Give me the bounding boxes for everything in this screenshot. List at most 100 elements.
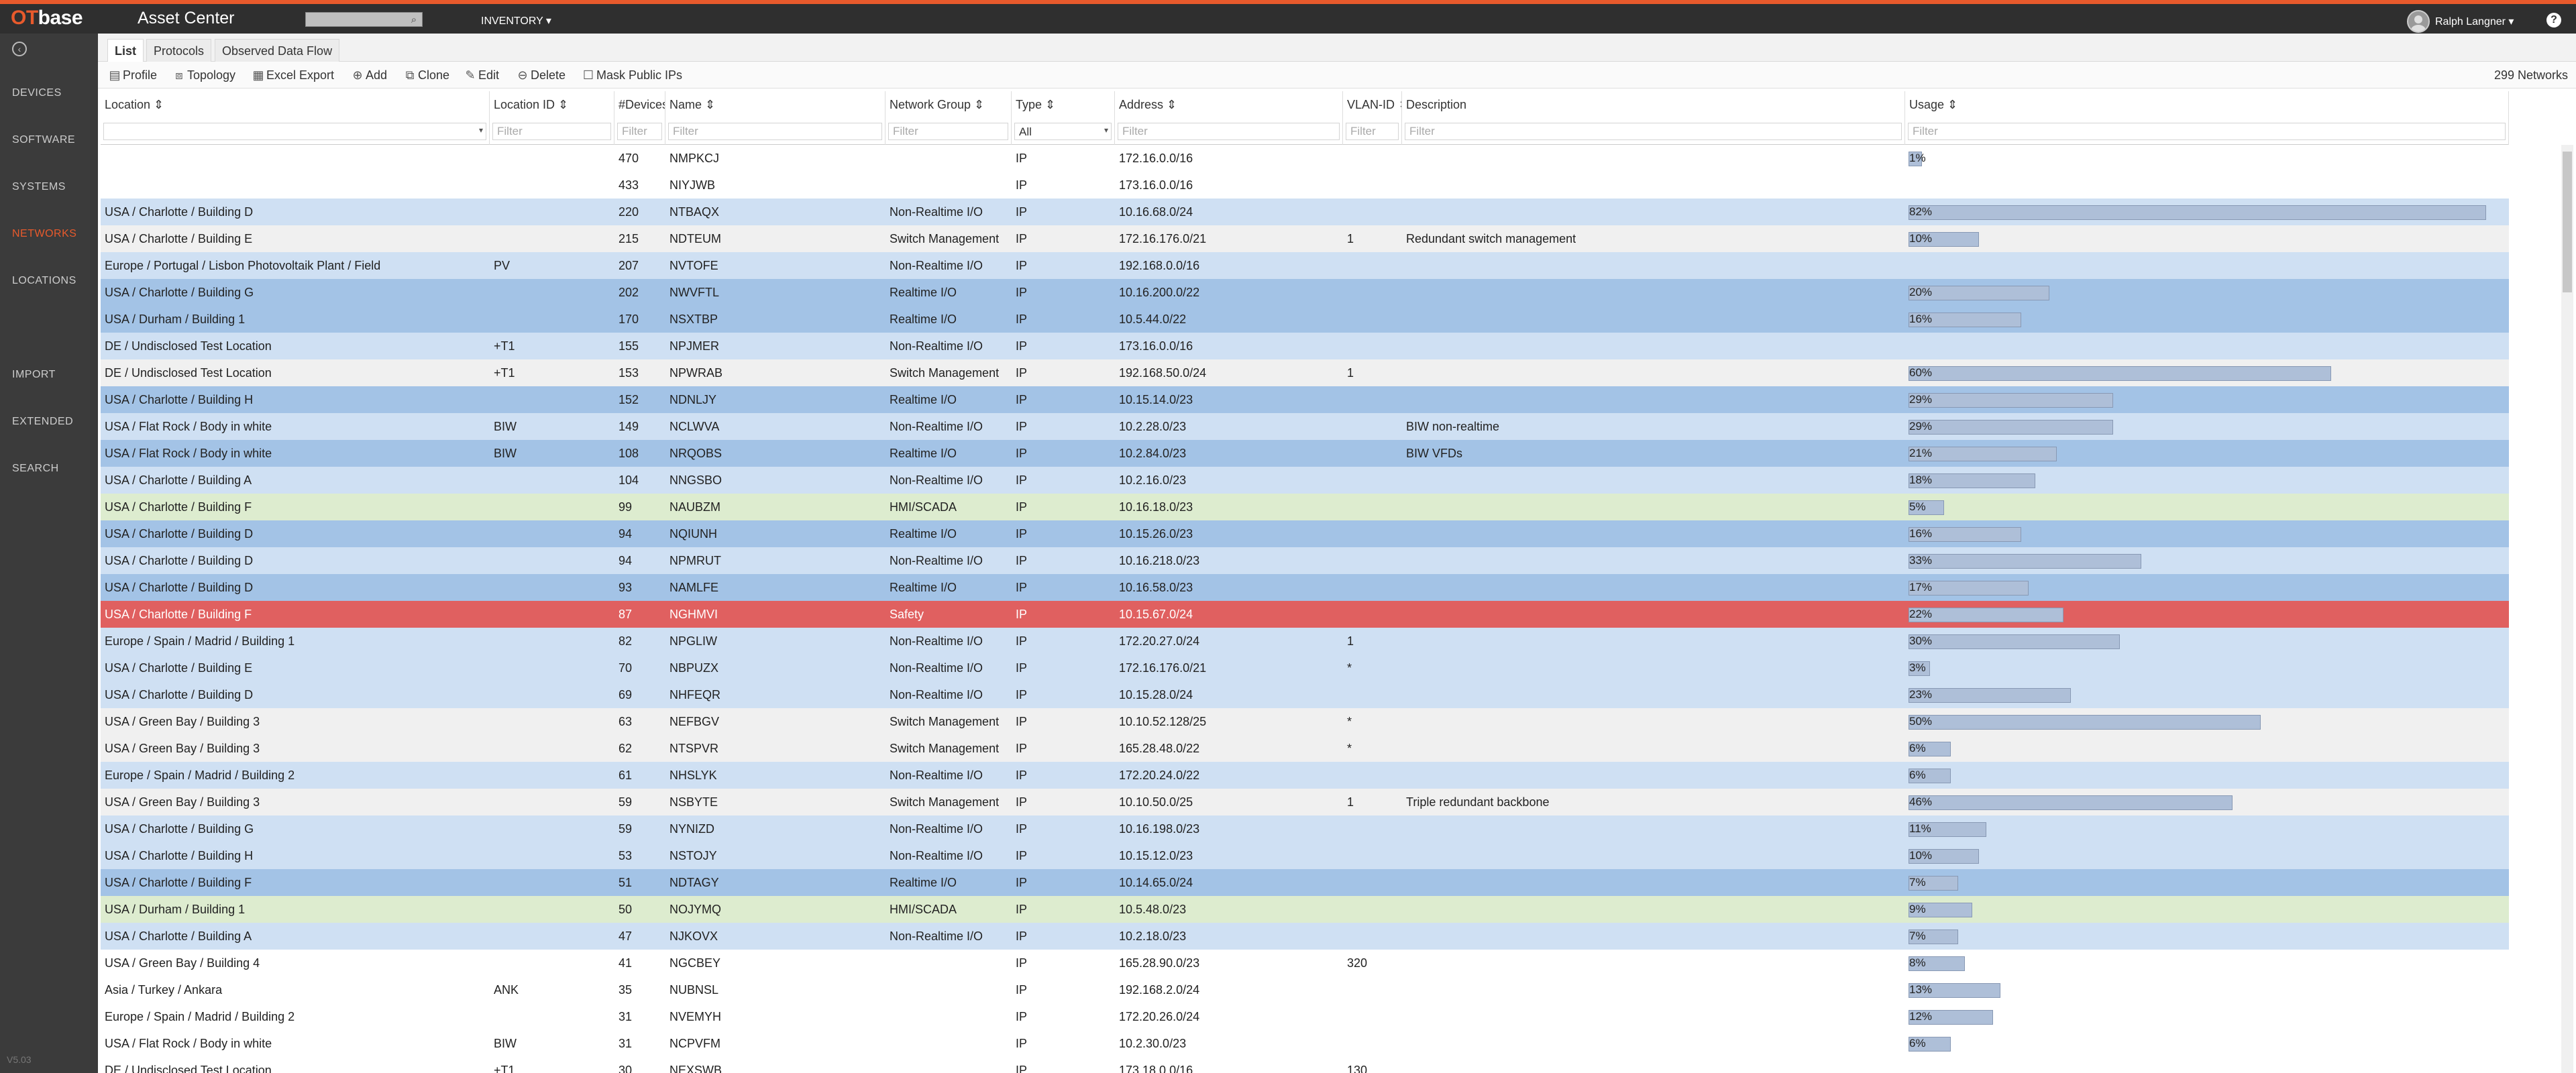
- table-row[interactable]: DE / Undisclosed Test Location +T1 30 NEXSW…: [101, 1057, 2509, 1073]
- column-header-name[interactable]: Name ⇕: [665, 91, 885, 118]
- table-row[interactable]: USA / Charlotte / Building G 59 NYNIZD Non-…: [101, 815, 2509, 842]
- otbase-logo[interactable]: OTbase: [11, 7, 83, 29]
- table-row[interactable]: Europe / Spain / Madrid / Building 2 31 NV…: [101, 1003, 2509, 1030]
- column-header-description[interactable]: Description: [1402, 91, 1905, 118]
- table-row[interactable]: USA / Charlotte / Building D 94 NPMRUT Non-…: [101, 547, 2509, 574]
- column-header-vlan-id[interactable]: VLAN-ID ⇕: [1343, 91, 1402, 118]
- type-filter-select[interactable]: All ▾: [1014, 123, 1112, 140]
- cell-name: NPGLIW: [669, 634, 718, 648]
- table-row[interactable]: 470 NMPKCJ IP 172.16.0.0/16 1%: [101, 145, 2509, 172]
- column-header-devices[interactable]: #Devices: [614, 91, 665, 118]
- edit-button[interactable]: ✎ Edit: [465, 68, 500, 82]
- cell-devices: 31: [619, 1010, 633, 1023]
- cell-location: DE / Undisclosed Test Location: [105, 339, 272, 353]
- description-filter[interactable]: [1405, 123, 1902, 140]
- table-row[interactable]: USA / Charlotte / Building F 51 NDTAGY Real…: [101, 869, 2509, 896]
- table-row[interactable]: Europe / Spain / Madrid / Building 2 61 NH…: [101, 762, 2509, 789]
- table-row[interactable]: USA / Charlotte / Building D 94 NQIUNH Real…: [101, 520, 2509, 547]
- table-row[interactable]: USA / Durham / Building 1 170 NSXTBP Realti…: [101, 306, 2509, 333]
- cell-description: [1402, 199, 1905, 225]
- table-row[interactable]: USA / Charlotte / Building A 47 NJKOVX Non-…: [101, 923, 2509, 950]
- name-filter[interactable]: [668, 123, 882, 140]
- cell-vlan-id: [1343, 145, 1402, 172]
- column-header-usage[interactable]: Usage ⇕: [1905, 91, 2509, 118]
- column-header-location[interactable]: Location ⇕: [101, 91, 490, 118]
- table-row[interactable]: USA / Green Bay / Building 3 63 NEFBGV Swit…: [101, 708, 2509, 735]
- sidebar-item-software[interactable]: SOFTWARE: [12, 134, 76, 146]
- sidebar-item-systems[interactable]: SYSTEMS: [12, 181, 66, 192]
- cell-type: IP: [1016, 313, 1028, 326]
- table-row[interactable]: USA / Green Bay / Building 3 59 NSBYTE Swit…: [101, 789, 2509, 815]
- sidebar-item-import[interactable]: IMPORT: [12, 369, 56, 380]
- table-row[interactable]: USA / Charlotte / Building F 87 NGHMVI Safe…: [101, 601, 2509, 628]
- tab-observed-data-flow[interactable]: Observed Data Flow: [215, 39, 340, 62]
- table-row[interactable]: USA / Charlotte / Building D 220 NTBAQX Non…: [101, 199, 2509, 225]
- usage-percent: 50%: [1909, 715, 1933, 728]
- table-row[interactable]: USA / Charlotte / Building A 104 NNGSBO Non…: [101, 467, 2509, 494]
- table-row[interactable]: DE / Undisclosed Test Location +T1 153 NPWR…: [101, 359, 2509, 386]
- table-row[interactable]: USA / Charlotte / Building E 215 NDTEUM Swi…: [101, 225, 2509, 252]
- table-row[interactable]: USA / Flat Rock / Body in white BIW 108 NRQ…: [101, 440, 2509, 467]
- column-header-address[interactable]: Address ⇕: [1115, 91, 1343, 118]
- sidebar-item-search[interactable]: SEARCH: [12, 463, 59, 474]
- toolbar: ▤ Profile ⧈ Topology ▦ Excel Export ⊕ Add ⧉ C…: [98, 62, 2576, 89]
- sidebar-item-locations[interactable]: LOCATIONS: [12, 275, 76, 286]
- chevron-down-icon: ▾: [1104, 125, 1108, 135]
- column-header-type[interactable]: Type ⇕: [1012, 91, 1115, 118]
- sidebar-item-extended[interactable]: EXTENDED: [12, 416, 74, 427]
- table-row[interactable]: USA / Charlotte / Building G 202 NWVFTL Rea…: [101, 279, 2509, 306]
- table-row[interactable]: USA / Charlotte / Building H 53 NSTOJY Non-…: [101, 842, 2509, 869]
- vertical-scrollbar[interactable]: [2561, 145, 2573, 1073]
- table-row[interactable]: Europe / Spain / Madrid / Building 1 82 NP…: [101, 628, 2509, 655]
- cell-location-id: BIW: [494, 420, 517, 433]
- search-input[interactable]: [306, 13, 407, 27]
- address-filter[interactable]: [1118, 123, 1340, 140]
- mask-public-ips-checkbox[interactable]: ☐ Mask Public IPs: [582, 68, 683, 82]
- search-icon[interactable]: ⌕: [411, 14, 417, 25]
- table-row[interactable]: USA / Charlotte / Building F 99 NAUBZM HMI/…: [101, 494, 2509, 520]
- location-id-filter[interactable]: [492, 123, 611, 140]
- table-row[interactable]: USA / Green Bay / Building 4 41 NGCBEY IP 16…: [101, 950, 2509, 976]
- back-icon[interactable]: ‹: [12, 42, 27, 56]
- tab-protocols[interactable]: Protocols: [146, 39, 212, 62]
- table-row[interactable]: Asia / Turkey / Ankara ANK 35 NUBNSL IP 192.1…: [101, 976, 2509, 1003]
- devices-filter[interactable]: [617, 123, 662, 140]
- inventory-menu[interactable]: INVENTORY ▾: [481, 15, 551, 27]
- table-row[interactable]: Europe / Portugal / Lisbon Photovoltaik …: [101, 252, 2509, 279]
- cell-location-id: [490, 681, 614, 708]
- scrollbar-thumb[interactable]: [2563, 152, 2572, 292]
- sidebar-item-networks[interactable]: NETWORKS: [12, 228, 77, 239]
- profile-button[interactable]: ▤ Profile: [109, 68, 158, 82]
- help-icon[interactable]: ?: [2546, 13, 2561, 27]
- vlan-id-filter[interactable]: [1346, 123, 1399, 140]
- cell-name: NAMLFE: [669, 581, 719, 594]
- location-filter-select[interactable]: ▾: [103, 123, 486, 140]
- network-group-filter[interactable]: [888, 123, 1008, 140]
- clone-button[interactable]: ⧉ Clone: [404, 68, 449, 82]
- table-row[interactable]: USA / Durham / Building 1 50 NOJYMQ HMI/SCA…: [101, 896, 2509, 923]
- usage-bar: [1909, 769, 1951, 783]
- excel-export-button[interactable]: ▦ Excel Export: [252, 68, 335, 82]
- table-row[interactable]: DE / Undisclosed Test Location +T1 155 NPJM…: [101, 333, 2509, 359]
- cell-network-group: Non-Realtime I/O: [890, 929, 983, 943]
- user-menu[interactable]: Ralph Langner ▾: [2407, 9, 2514, 34]
- tab-list[interactable]: List: [107, 39, 144, 62]
- column-header-location-id[interactable]: Location ID ⇕: [490, 91, 614, 118]
- table-row[interactable]: USA / Charlotte / Building H 152 NDNLJY Rea…: [101, 386, 2509, 413]
- column-header-network-group[interactable]: Network Group ⇕: [885, 91, 1012, 118]
- usage-percent: 8%: [1909, 956, 1926, 969]
- add-button[interactable]: ⊕ Add: [352, 68, 388, 82]
- sidebar-item-devices[interactable]: DEVICES: [12, 87, 62, 99]
- table-row[interactable]: USA / Flat Rock / Body in white BIW 31 NCPV…: [101, 1030, 2509, 1057]
- delete-button[interactable]: ⊖ Delete: [517, 68, 566, 82]
- table-row[interactable]: USA / Charlotte / Building E 70 NBPUZX Non-…: [101, 655, 2509, 681]
- usage-filter[interactable]: [1908, 123, 2506, 140]
- topology-button[interactable]: ⧈ Topology: [173, 68, 235, 82]
- table-row[interactable]: 433 NIYJWB IP 173.16.0.0/16: [101, 172, 2509, 199]
- cell-address: 192.168.0.0/16: [1119, 259, 1200, 272]
- table-row[interactable]: USA / Green Bay / Building 3 62 NTSPVR Swit…: [101, 735, 2509, 762]
- cell-location: USA / Flat Rock / Body in white: [105, 1037, 272, 1050]
- table-row[interactable]: USA / Charlotte / Building D 93 NAMLFE Real…: [101, 574, 2509, 601]
- table-row[interactable]: USA / Charlotte / Building D 69 NHFEQR Non-…: [101, 681, 2509, 708]
- table-row[interactable]: USA / Flat Rock / Body in white BIW 149 NCL…: [101, 413, 2509, 440]
